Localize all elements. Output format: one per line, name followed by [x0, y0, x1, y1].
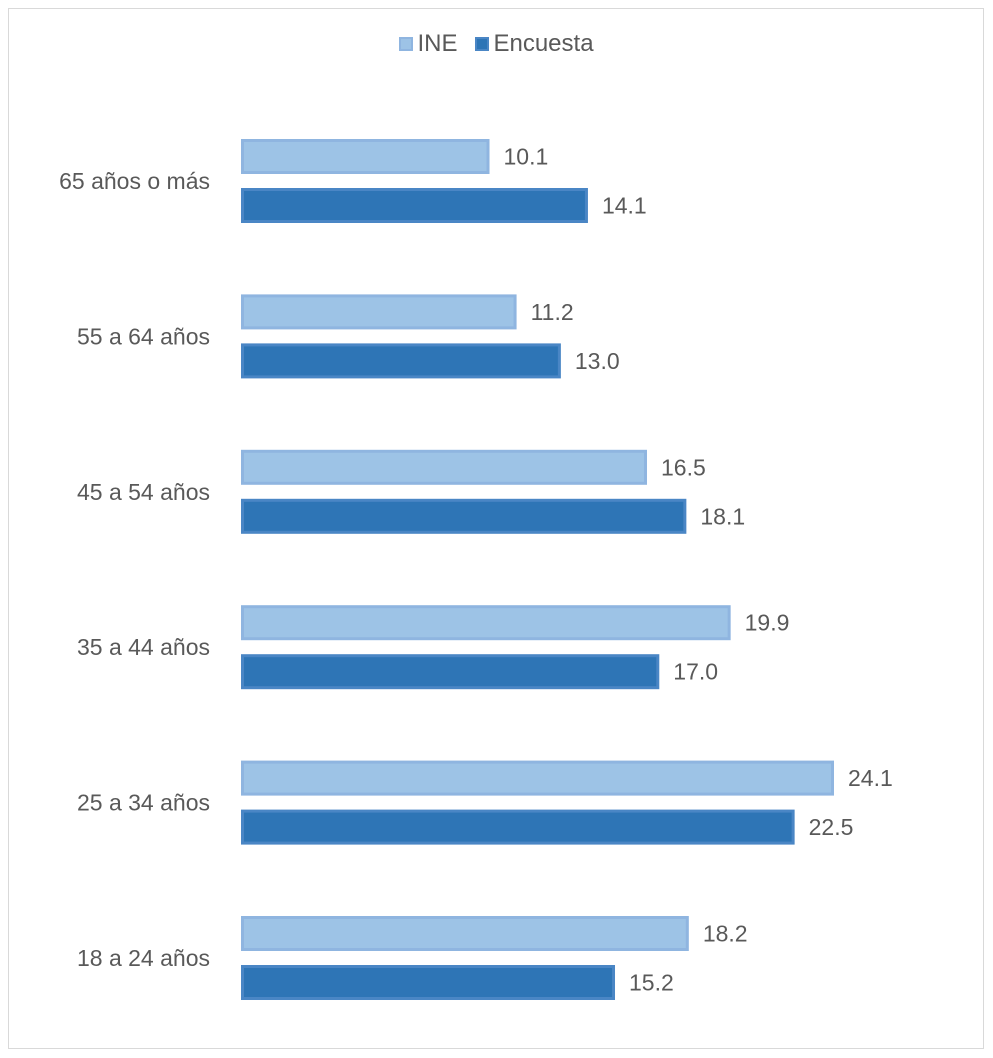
legend-item-encuesta: Encuesta [475, 30, 594, 58]
value-label-encuesta-25-a-34-anos: 22.5 [809, 814, 854, 840]
category-label-18-a-24-anos: 18 a 24 años [77, 945, 210, 971]
chart-legend: INE Encuesta [0, 30, 993, 58]
bar-encuesta-45-a-54-anos [241, 498, 687, 534]
value-label-encuesta-55-a-64-anos: 13.0 [575, 348, 620, 374]
bar-ine-45-a-54-anos [241, 449, 647, 485]
value-label-encuesta-35-a-44-anos: 17.0 [673, 659, 718, 685]
bar-ine-55-a-64-anos [241, 294, 517, 330]
category-label-25-a-34-anos: 25 a 34 años [77, 790, 210, 816]
legend-label-ine: INE [417, 30, 458, 57]
value-label-encuesta-45-a-54-anos: 18.1 [700, 503, 745, 529]
legend-item-ine: INE [399, 30, 457, 58]
bar-ine-35-a-44-anos [241, 605, 731, 641]
bar-ine-18-a-24-anos [241, 916, 689, 951]
value-label-ine-35-a-44-anos: 19.9 [745, 610, 790, 636]
value-label-encuesta-65-anos-o-mas: 14.1 [602, 193, 647, 219]
value-label-ine-25-a-34-anos: 24.1 [848, 765, 893, 791]
category-label-35-a-44-anos: 35 a 44 años [77, 634, 210, 660]
value-label-ine-45-a-54-anos: 16.5 [661, 454, 706, 480]
legend-swatch-ine [399, 37, 414, 51]
value-label-ine-18-a-24-anos: 18.2 [703, 921, 748, 947]
value-label-encuesta-18-a-24-anos: 15.2 [629, 970, 674, 996]
category-label-55-a-64-anos: 55 a 64 años [77, 323, 210, 349]
bar-ine-65-anos-o-mas [241, 139, 490, 174]
value-label-ine-55-a-64-anos: 11.2 [531, 299, 574, 325]
legend-label-encuesta: Encuesta [493, 30, 594, 57]
bar-encuesta-55-a-64-anos [241, 343, 561, 379]
category-label-65-anos-o-mas: 65 años o más [59, 168, 210, 194]
bar-ine-25-a-34-anos [241, 760, 834, 796]
value-label-ine-65-anos-o-mas: 10.1 [504, 144, 549, 170]
bar-encuesta-18-a-24-anos [241, 965, 616, 1000]
legend-swatch-encuesta [475, 37, 490, 51]
category-label-45-a-54-anos: 45 a 54 años [77, 479, 210, 505]
bar-encuesta-65-anos-o-mas [241, 188, 588, 223]
bar-encuesta-35-a-44-anos [241, 654, 660, 690]
bar-encuesta-25-a-34-anos [241, 809, 795, 845]
